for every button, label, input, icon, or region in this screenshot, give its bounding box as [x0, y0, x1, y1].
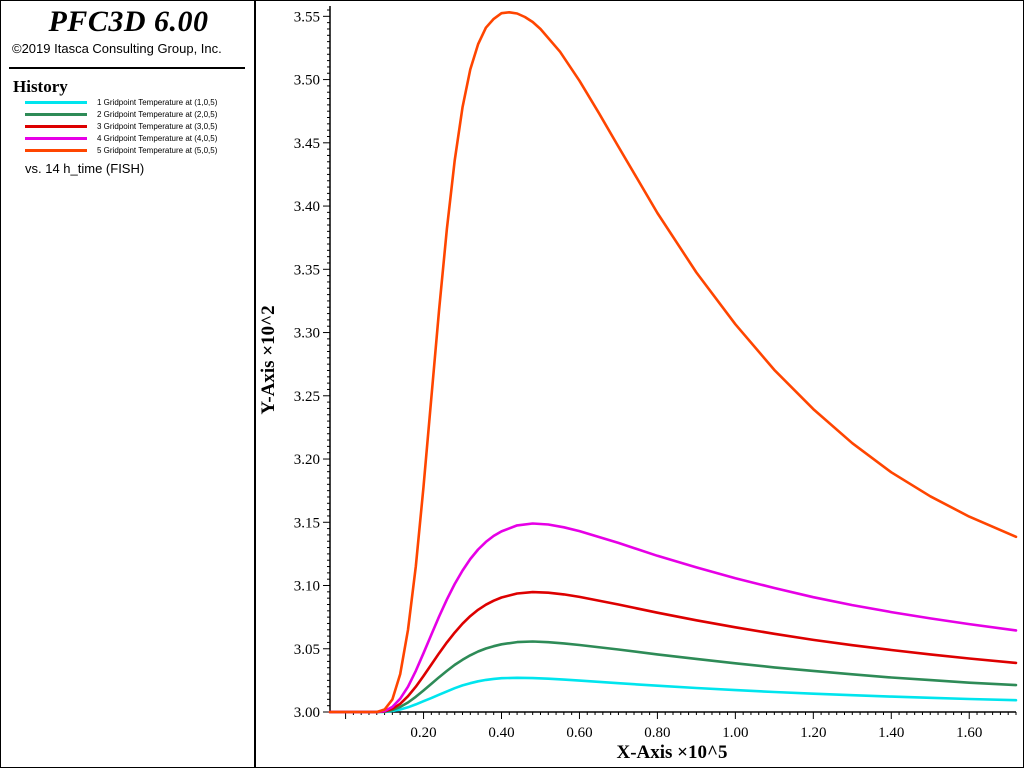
x-tick-label: 1.20 — [800, 725, 826, 741]
series-line-3 — [328, 590, 1018, 714]
x-tick-label: 1.00 — [722, 725, 748, 741]
legend-heading: History — [13, 77, 68, 96]
y-tick-label: 3.35 — [294, 262, 320, 278]
axes: 3.00 3.05 3.10 3.15 3.20 3.25 3.30 3.35 3.40 3.45… — [294, 6, 1017, 741]
series-line-5 — [328, 11, 1018, 714]
y-tick-label: 3.00 — [294, 705, 320, 721]
legend-label: 4 Gridpoint Temperature at (4,0,5) — [97, 134, 218, 143]
legend-item: 5 Gridpoint Temperature at (5,0,5) — [25, 145, 250, 157]
series-group — [328, 11, 1018, 714]
y-tick-label: 3.55 — [294, 9, 320, 25]
legend-label: 2 Gridpoint Temperature at (2,0,5) — [97, 110, 218, 119]
legend-label: 5 Gridpoint Temperature at (5,0,5) — [97, 146, 218, 155]
x-tick-label: 0.20 — [410, 725, 436, 741]
legend-panel: PFC3D 6.00 ©2019 Itasca Consulting Group… — [1, 1, 256, 767]
y-tick-label: 3.30 — [294, 326, 320, 342]
y-tick-label: 3.40 — [294, 199, 320, 215]
x-axis-title: X-Axis ×10^5 — [616, 742, 727, 763]
app-title: PFC3D 6.00 — [48, 5, 209, 38]
y-tick-label: 3.50 — [294, 73, 320, 89]
title-divider — [9, 67, 245, 69]
series-line-2 — [328, 640, 1018, 714]
x-tick-label: 0.40 — [488, 725, 514, 741]
legend-item: 3 Gridpoint Temperature at (3,0,5) — [25, 121, 250, 133]
copyright-text: ©2019 Itasca Consulting Group, Inc. — [12, 41, 222, 56]
y-tick-label: 3.05 — [294, 642, 320, 658]
y-tick-label: 3.10 — [294, 579, 320, 595]
x-tick-label: 0.60 — [566, 725, 592, 741]
legend-item: 2 Gridpoint Temperature at (2,0,5) — [25, 109, 250, 121]
y-tick-label: 3.25 — [294, 389, 320, 405]
legend-swatch — [25, 113, 87, 116]
legend-swatch — [25, 137, 87, 140]
legend-swatch — [25, 101, 87, 104]
series-line-1 — [328, 676, 1018, 714]
legend-item: 1 Gridpoint Temperature at (1,0,5) — [25, 97, 250, 109]
x-tick-label: 0.80 — [644, 725, 670, 741]
series-line-4 — [328, 522, 1018, 714]
y-tick-label: 3.45 — [294, 136, 320, 152]
legend-x-variable: vs. 14 h_time (FISH) — [25, 161, 145, 176]
legend-item: 4 Gridpoint Temperature at (4,0,5) — [25, 133, 250, 145]
legend-label: 3 Gridpoint Temperature at (3,0,5) — [97, 122, 218, 131]
y-tick-label: 3.15 — [294, 515, 320, 531]
legend-swatch — [25, 149, 87, 152]
legend-swatch — [25, 125, 87, 128]
legend-list: 1 Gridpoint Temperature at (1,0,5) 2 Gri… — [25, 97, 250, 157]
x-tick-label: 1.60 — [956, 725, 982, 741]
y-tick-label: 3.20 — [294, 452, 320, 468]
x-tick-label: 1.40 — [878, 725, 904, 741]
legend-label: 1 Gridpoint Temperature at (1,0,5) — [97, 98, 218, 107]
y-axis-title: Y-Axis ×10^2 — [258, 305, 279, 414]
